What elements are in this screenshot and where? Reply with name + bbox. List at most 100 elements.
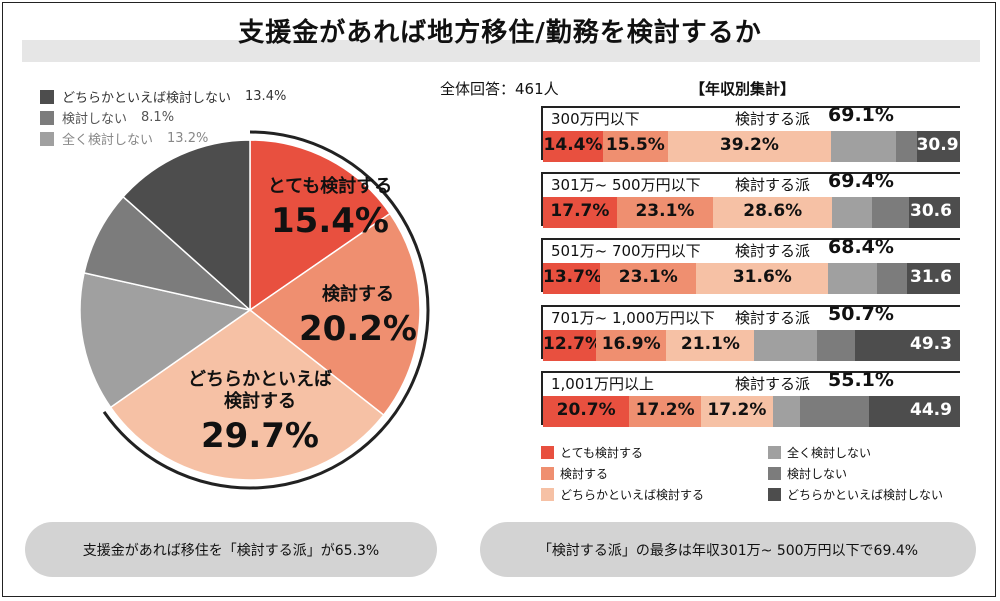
bar-segment: 39.2%: [667, 131, 832, 162]
bar-bracket: [541, 172, 543, 226]
bar-bracket-top: [541, 106, 960, 108]
bar-category-label: 301万~ 500万円以下: [551, 176, 701, 194]
summary-pill-right: 「検討する派」の最多は年収301万~ 500万円以下で69.4%: [480, 522, 976, 577]
bar-category-label: 300万円以下: [551, 110, 640, 128]
bar-bracket-top: [541, 371, 960, 373]
not-consider-total-label: 31.6: [910, 267, 952, 287]
consider-total-value: 68.4%: [828, 236, 894, 258]
bar-segment: [871, 197, 910, 228]
stacked-bar: 14.4% 15.5% 39.2% 30.9: [543, 131, 960, 162]
stacked-bar: 12.7% 16.9% 21.1% 49.3: [543, 330, 960, 361]
bar-segment-label: 16.9%: [601, 334, 661, 354]
legend-swatch: [541, 488, 554, 501]
bar-segment: 30.6: [909, 197, 960, 228]
bar-segment-label: 20.7%: [556, 400, 616, 420]
legend-label: 検討する: [560, 467, 609, 481]
bar-segment: 31.6%: [696, 263, 829, 294]
legend-value: 13.4%: [245, 89, 287, 104]
legend-label: どちらかといえば検討する: [560, 488, 705, 502]
bar-category-label: 701万~ 1,000万円以下: [551, 309, 715, 327]
not-consider-total-label: 30.6: [909, 201, 952, 221]
legend-swatch: [541, 467, 554, 480]
bar-group: 501万~ 700万円以下 検討する派 68.4% 13.7% 23.1% 31.6% 31…: [541, 236, 960, 294]
title-band: [22, 40, 980, 62]
bar-group: 301万~ 500万円以下 検討する派 69.4% 17.7% 23.1% 28.6% 30…: [541, 170, 960, 228]
bar-segment: [754, 330, 817, 361]
pie-label-consider: 検討する 20.2%: [299, 283, 417, 349]
pie-slice-value: 29.7%: [201, 416, 319, 456]
bar-group: 701万~ 1,000万円以下 検討する派 50.7% 12.7% 16.9% 21.1%…: [541, 303, 960, 361]
bar-bracket-top: [541, 172, 960, 174]
bar-bracket-top: [541, 305, 960, 307]
pie-slice-somewhat-consider: [109, 309, 385, 481]
bar-segment-label: 17.2%: [635, 400, 695, 420]
bar-segment: [772, 396, 800, 427]
bar-segment-label: 23.1%: [618, 267, 678, 287]
pie-slice-somewhat-not: [122, 139, 251, 312]
respondent-count: 全体回答：461人: [440, 80, 559, 98]
bar-segment: [831, 131, 897, 162]
pie-label-very-consider: とても検討する 15.4%: [268, 175, 393, 241]
legend-label: どちらかといえば検討しない: [787, 488, 944, 502]
consider-total-value: 69.4%: [828, 170, 894, 192]
bar-segment: [816, 330, 856, 361]
legend-swatch: [541, 446, 554, 459]
legend-value: 13.2%: [167, 131, 209, 146]
legend-swatch: [768, 488, 781, 501]
bar-segment: 13.7%: [543, 263, 602, 294]
bar-legend-item: 全く検討しない: [768, 444, 871, 461]
bar-segment: 17.2%: [701, 396, 773, 427]
bar-segment-label: 17.7%: [550, 201, 610, 221]
legend-swatch: [40, 131, 54, 146]
bar-segment: [828, 263, 878, 294]
summary-pill-left: 支援金があれば移住を「検討する派」が65.3%: [25, 522, 437, 577]
pie-slice-name: どちらかといえば: [188, 369, 332, 390]
bar-legend-item: どちらかといえば検討しない: [768, 486, 943, 503]
pie-slice-name: とても検討する: [268, 175, 393, 197]
consider-total-prefix: 検討する派: [735, 309, 811, 327]
bar-segment: 31.6: [906, 263, 960, 294]
bar-segment: [877, 263, 907, 294]
bar-segment-label: 12.7%: [543, 334, 602, 354]
pie-slice-value: 20.2%: [299, 309, 417, 349]
bar-segment-label: 39.2%: [719, 135, 779, 155]
pie-legend-item: どちらかといえば検討しない 13.4%: [40, 86, 286, 107]
bar-segment: 20.7%: [543, 396, 630, 427]
stacked-bar: 13.7% 23.1% 31.6% 31.6: [543, 263, 960, 294]
pie-legend-item: 検討しない 8.1%: [40, 107, 286, 128]
bar-bracket: [541, 371, 543, 425]
consider-group-arc: [102, 130, 430, 490]
pie-legend-item: 全く検討しない 13.2%: [40, 128, 286, 149]
bar-segment: 23.1%: [616, 197, 714, 228]
bar-segment: 12.7%: [543, 330, 602, 361]
bar-segment: [832, 197, 872, 228]
bar-segment: 21.1%: [666, 330, 755, 361]
legend-label: 全く検討しない: [787, 446, 872, 460]
bar-segment-label: 28.6%: [743, 201, 803, 221]
pie-legend: どちらかといえば検討しない 13.4% 検討しない 8.1% 全く検討しない 1…: [40, 86, 286, 149]
legend-label: どちらかといえば検討しない: [62, 91, 232, 106]
consider-total-value: 50.7%: [828, 303, 894, 325]
consider-total-prefix: 検討する派: [735, 176, 811, 194]
bar-legend-item: とても検討する: [541, 444, 643, 461]
legend-swatch: [768, 467, 781, 480]
bar-bracket-top: [541, 238, 960, 240]
pie-slice-consider: [248, 212, 421, 417]
bar-segment: [799, 396, 870, 427]
consider-total-prefix: 検討する派: [735, 110, 811, 128]
legend-label: とても検討する: [560, 446, 644, 460]
bar-legend-item: どちらかといえば検討する: [541, 486, 704, 503]
legend-swatch: [40, 89, 54, 104]
bar-bracket: [541, 305, 543, 359]
bar-segment: 14.4%: [543, 131, 604, 162]
stacked-bar: 20.7% 17.2% 17.2% 44.9: [543, 396, 960, 427]
consider-total-value: 69.1%: [828, 104, 894, 126]
bar-category-label: 501万~ 700万円以下: [551, 242, 701, 260]
bar-segment-label: 23.1%: [635, 201, 695, 221]
legend-swatch: [40, 110, 54, 125]
bar-legend-item: 検討する: [541, 465, 608, 482]
consider-total-prefix: 検討する派: [735, 242, 811, 260]
bar-segment-label: 17.2%: [707, 400, 767, 420]
bar-segment-label: 14.4%: [543, 135, 603, 155]
